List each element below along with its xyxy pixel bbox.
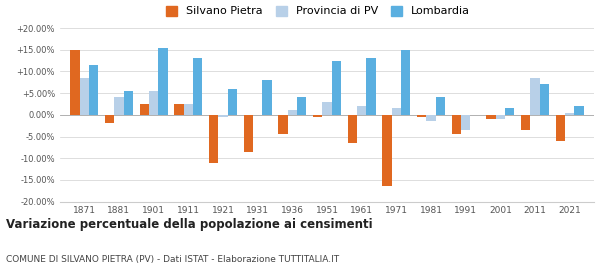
Bar [105, 115, 114, 123]
Bar [540, 85, 549, 115]
Text: COMUNE DI SILVANO PIETRA (PV) - Dati ISTAT - Elaborazione TUTTITALIA.IT: COMUNE DI SILVANO PIETRA (PV) - Dati IST… [6, 255, 339, 264]
Bar [209, 115, 218, 162]
Bar [461, 115, 470, 130]
Bar [556, 115, 565, 141]
Bar [89, 65, 98, 115]
Bar [347, 115, 357, 143]
Bar [332, 60, 341, 115]
Bar [496, 115, 505, 119]
Bar [367, 59, 376, 115]
Bar [382, 115, 392, 186]
Bar [505, 108, 514, 115]
Bar [401, 50, 410, 115]
Bar [357, 106, 367, 115]
Bar [149, 91, 158, 115]
Bar [322, 102, 332, 115]
Bar [521, 115, 530, 130]
Bar [184, 104, 193, 115]
Bar [287, 111, 297, 115]
Bar [574, 106, 584, 115]
Bar [80, 78, 89, 115]
Bar [227, 89, 237, 115]
Bar [158, 48, 167, 115]
Bar [487, 115, 496, 119]
Bar [565, 113, 574, 115]
Bar [436, 97, 445, 115]
Bar [452, 115, 461, 134]
Legend: Silvano Pietra, Provincia di PV, Lombardia: Silvano Pietra, Provincia di PV, Lombard… [166, 6, 470, 16]
Bar [70, 50, 80, 115]
Bar [278, 115, 287, 134]
Bar [193, 59, 202, 115]
Bar [530, 78, 540, 115]
Bar [244, 115, 253, 152]
Bar [114, 97, 124, 115]
Bar [262, 80, 272, 115]
Bar [218, 115, 227, 117]
Bar [140, 104, 149, 115]
Text: Variazione percentuale della popolazione ai censimenti: Variazione percentuale della popolazione… [6, 218, 373, 231]
Bar [313, 115, 322, 117]
Bar [297, 97, 307, 115]
Bar [124, 91, 133, 115]
Bar [427, 115, 436, 121]
Bar [174, 104, 184, 115]
Bar [392, 108, 401, 115]
Bar [417, 115, 427, 117]
